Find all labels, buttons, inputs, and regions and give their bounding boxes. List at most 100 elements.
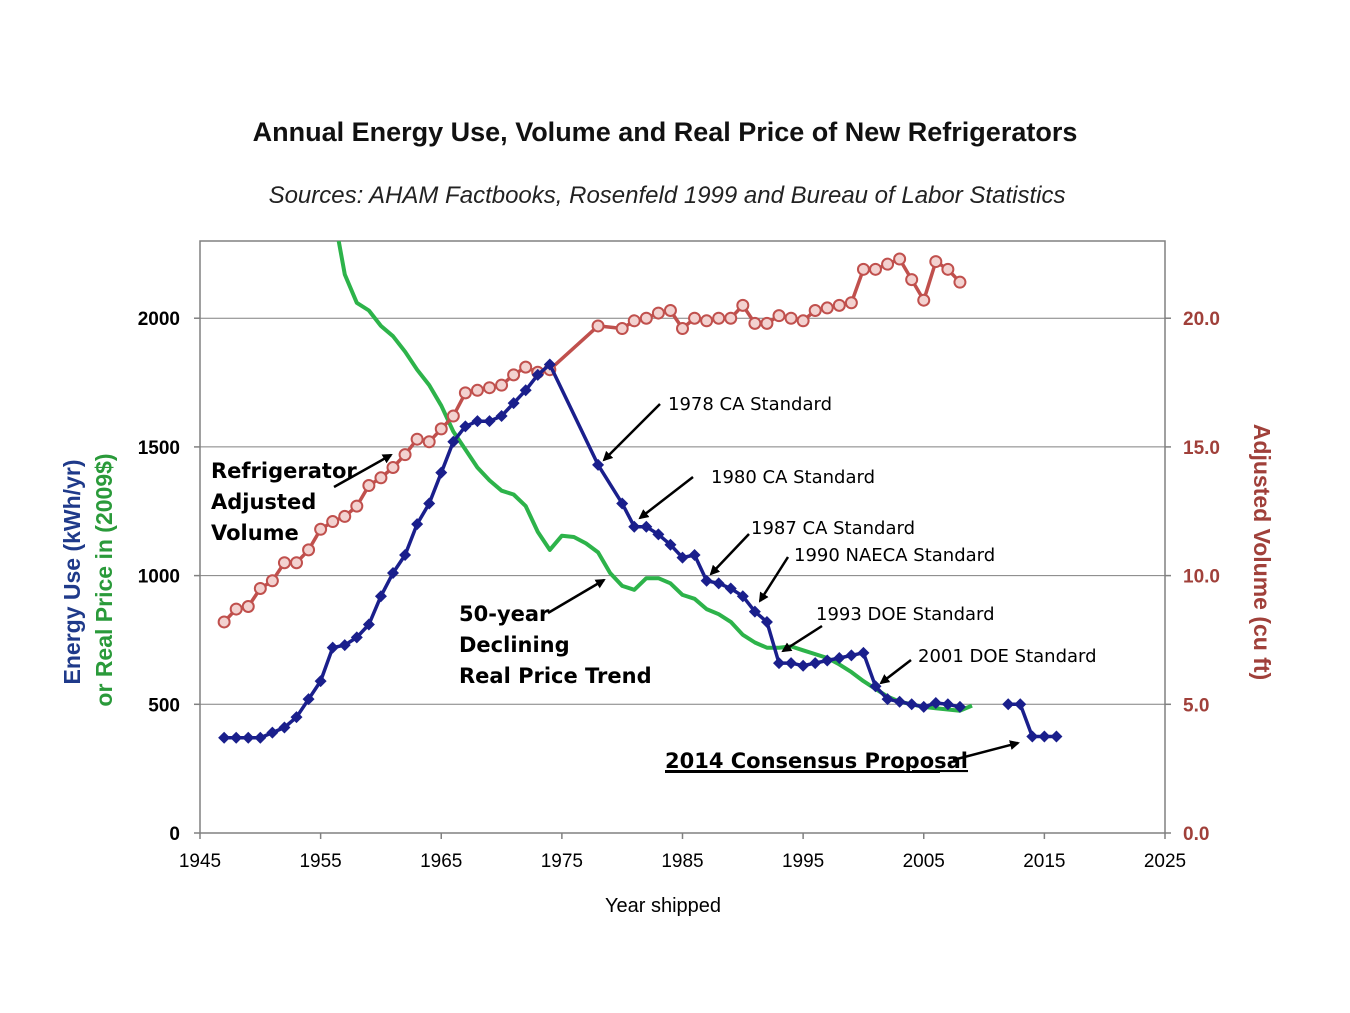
arrow-1987-ca: [709, 533, 750, 576]
y-axis-left-label-price: or Real Price in (2009$): [91, 453, 117, 706]
annotation-volume-line2: Adjusted: [211, 490, 316, 514]
volume-point: [398, 448, 412, 462]
annotation-1990-naeca: 1990 NAECA Standard: [794, 545, 995, 566]
volume-point: [229, 602, 243, 616]
energy-point: [230, 731, 243, 744]
energy-point: [628, 520, 641, 533]
energy-point: [688, 549, 701, 562]
energy-point: [616, 497, 629, 510]
arrow-2014-consensus: [952, 740, 1020, 762]
energy-point: [495, 410, 508, 423]
energy-point: [748, 605, 761, 618]
volume-point: [712, 311, 726, 325]
energy-point: [700, 574, 713, 587]
volume-point: [772, 309, 786, 323]
chart-subtitle: Sources: AHAM Factbooks, Rosenfeld 1999 …: [269, 182, 1066, 209]
energy-point: [917, 700, 930, 713]
volume-point: [470, 383, 484, 397]
energy-point: [218, 731, 231, 744]
energy-point: [1038, 730, 1051, 743]
x-tick-label: 1975: [541, 851, 583, 872]
x-tick-label: 1965: [420, 851, 462, 872]
energy-point: [953, 700, 966, 713]
y-left-tick-label: 0: [169, 824, 180, 845]
energy-point: [350, 631, 363, 644]
volume-point: [362, 479, 376, 493]
y-left-tick-label: 1500: [138, 438, 180, 459]
volume-point: [929, 255, 943, 269]
series-line-real-price: [336, 241, 973, 713]
volume-point: [639, 311, 653, 325]
volume-point: [326, 515, 340, 529]
volume-point: [434, 422, 448, 436]
energy-point: [1002, 698, 1015, 711]
volume-point: [507, 368, 521, 382]
volume-point: [277, 556, 291, 570]
energy-point: [411, 518, 424, 531]
volume-point: [458, 386, 472, 400]
x-axis-label: Year shipped: [605, 895, 721, 917]
energy-point: [905, 698, 918, 711]
arrow-1993-doe: [781, 624, 823, 653]
energy-point: [797, 659, 810, 672]
y-axis-right-ticks: 0.0 5.0 10.0 15.0 20.0: [1165, 309, 1220, 845]
annotation-price-line2: Declining: [459, 633, 570, 657]
annotations: 1978 CA Standard 1980 CA Standard 1987 C…: [211, 394, 1097, 773]
annotation-volume-line1: Refrigerator: [211, 459, 357, 483]
energy-point: [459, 420, 472, 433]
volume-point: [905, 273, 919, 287]
energy-point: [652, 528, 665, 541]
series-line-energy-use: [224, 362, 961, 740]
volume-point: [615, 322, 629, 336]
volume-point: [350, 499, 364, 513]
energy-point: [483, 415, 496, 428]
energy-point: [399, 549, 412, 562]
energy-point: [254, 731, 267, 744]
energy-point: [326, 641, 339, 654]
energy-point: [266, 726, 279, 739]
y-right-tick-label: 20.0: [1183, 309, 1220, 330]
volume-point: [832, 298, 846, 312]
volume-point: [591, 319, 605, 333]
energy-point: [785, 657, 798, 670]
x-tick-label: 1985: [661, 851, 703, 872]
annotation-1980-ca: 1980 CA Standard: [711, 467, 875, 488]
volume-point: [688, 311, 702, 325]
volume-point: [941, 262, 955, 276]
volume-point: [808, 303, 822, 317]
energy-point: [941, 698, 954, 711]
annotation-1978-ca: 1978 CA Standard: [668, 394, 832, 415]
energy-point: [664, 538, 677, 551]
volume-point: [302, 543, 316, 557]
energy-point: [809, 657, 822, 670]
volume-point: [651, 306, 665, 320]
arrow-2001-doe: [879, 659, 912, 685]
y-right-tick-label: 0.0: [1183, 824, 1209, 845]
energy-point: [676, 551, 689, 564]
arrow-1978-ca: [602, 403, 661, 462]
volume-point: [893, 252, 907, 266]
annotation-volume-line3: Volume: [211, 521, 299, 545]
y-axis-left-ticks: 0 500 1000 1500 2000: [138, 309, 200, 845]
y-axis-right-label: Adjusted Volume (cu ft): [1249, 424, 1275, 680]
energy-point: [543, 358, 556, 371]
energy-point: [447, 435, 460, 448]
energy-point: [724, 582, 737, 595]
energy-point: [278, 721, 291, 734]
energy-point: [640, 520, 653, 533]
chart-title: Annual Energy Use, Volume and Real Price…: [253, 117, 1078, 147]
volume-point: [796, 314, 810, 328]
energy-point: [362, 618, 375, 631]
volume-point: [410, 432, 424, 446]
y-axis-left-label-energy: Energy Use (kWh/yr): [59, 460, 85, 685]
y-right-tick-label: 5.0: [1183, 695, 1209, 716]
energy-point: [893, 695, 906, 708]
volume-point: [422, 435, 436, 449]
energy-point: [773, 657, 785, 670]
volume-point: [386, 461, 400, 475]
volume-point: [290, 556, 303, 570]
volume-point: [265, 574, 279, 588]
energy-point: [314, 675, 327, 688]
volume-point: [374, 471, 388, 485]
